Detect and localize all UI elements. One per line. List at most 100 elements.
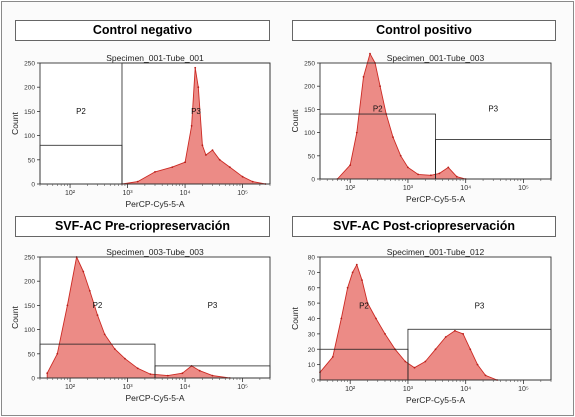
histogram-point bbox=[198, 369, 201, 372]
histogram-control-negativo: Specimen_001-Tube_001 P2 P3 0 50 100 150 200 250… bbox=[10, 53, 271, 209]
y-tick-label: 50 bbox=[28, 351, 36, 358]
histogram-point bbox=[149, 373, 152, 375]
histogram-point bbox=[124, 357, 126, 360]
histogram-point bbox=[228, 166, 231, 168]
y-tick-label: 250 bbox=[24, 255, 35, 262]
x-tick-label: 10³ bbox=[403, 386, 414, 393]
y-tick-label: 40 bbox=[308, 316, 316, 323]
histogram-area bbox=[336, 53, 467, 180]
histogram-point bbox=[351, 271, 354, 274]
histogram-area bbox=[319, 264, 498, 381]
y-axis-label: Count bbox=[10, 112, 20, 135]
x-tick-label: 10² bbox=[345, 386, 356, 393]
x-tick-label: 10³ bbox=[403, 185, 414, 192]
histogram-point bbox=[211, 149, 214, 151]
gate-label: P2 bbox=[359, 302, 369, 311]
histogram-point bbox=[241, 175, 244, 178]
gate-label: P2 bbox=[76, 107, 86, 116]
histogram-point bbox=[96, 314, 99, 316]
histogram-point bbox=[462, 333, 464, 335]
y-tick-label: 0 bbox=[31, 376, 35, 383]
y-tick-label: 100 bbox=[24, 327, 35, 334]
histogram-point bbox=[194, 66, 197, 69]
histogram-point bbox=[184, 161, 187, 164]
y-tick-label: 80 bbox=[308, 255, 316, 262]
histogram-point bbox=[218, 158, 221, 161]
histogram-svf-pre: Specimen_003-Tube_003 P2 P3 0 50 100 150 200 250… bbox=[10, 247, 271, 403]
y-tick-label: 50 bbox=[308, 153, 316, 160]
x-tick-label: 10⁴ bbox=[180, 190, 191, 197]
histogram-point bbox=[361, 279, 363, 281]
histogram-svf-post: Specimen_001-Tube_012 P2 P3 0 10 20 30 40 50 60 70… bbox=[290, 247, 552, 405]
gate-label: P3 bbox=[191, 107, 201, 116]
y-axis-label: Count bbox=[290, 307, 300, 330]
histogram-point bbox=[201, 144, 204, 147]
y-tick-label: 50 bbox=[28, 157, 36, 164]
histogram-point bbox=[384, 333, 386, 335]
histogram-point bbox=[113, 348, 116, 350]
histogram-point bbox=[424, 360, 427, 363]
histogram-point bbox=[455, 175, 458, 178]
histogram-point bbox=[362, 76, 365, 78]
histogram-point bbox=[379, 85, 381, 88]
y-tick-label: 150 bbox=[304, 107, 315, 114]
x-tick-label: 10³ bbox=[123, 190, 134, 197]
histogram-point bbox=[355, 263, 358, 266]
histogram-point bbox=[484, 374, 487, 377]
y-tick-label: 250 bbox=[304, 61, 315, 68]
histogram-point bbox=[375, 317, 377, 320]
specimen-label: Specimen_003-Tube_003 bbox=[106, 247, 204, 257]
x-tick-label: 10⁵ bbox=[237, 190, 248, 197]
y-tick-label: 0 bbox=[31, 182, 35, 189]
histogram-point bbox=[166, 374, 169, 377]
panel-title-svf-pre: SVF-AC Pre-criopreservación bbox=[15, 216, 270, 237]
x-axis-label: PerCP-Cy5-5-A bbox=[125, 199, 184, 209]
histogram-point bbox=[136, 367, 139, 370]
y-tick-label: 100 bbox=[304, 130, 315, 137]
plot-area bbox=[40, 63, 270, 184]
histogram-point bbox=[46, 372, 49, 375]
histogram-point bbox=[154, 171, 156, 173]
histogram-point bbox=[103, 333, 106, 336]
y-tick-label: 30 bbox=[308, 331, 316, 338]
x-axis-label: PerCP-Cy5-5-A bbox=[406, 194, 465, 204]
histogram-point bbox=[181, 372, 184, 375]
x-axis-label: PerCP-Cy5-5-A bbox=[125, 393, 184, 403]
y-tick-label: 0 bbox=[311, 177, 315, 184]
gate-label: P3 bbox=[475, 302, 485, 311]
histogram-point bbox=[399, 154, 402, 157]
histogram-point bbox=[438, 172, 441, 175]
y-tick-label: 200 bbox=[24, 85, 35, 92]
histogram-point bbox=[407, 166, 409, 169]
histogram-point bbox=[251, 180, 254, 183]
y-tick-label: 10 bbox=[308, 362, 316, 369]
histogram-point bbox=[346, 286, 349, 289]
y-tick-label: 200 bbox=[24, 279, 35, 286]
histogram-point bbox=[66, 304, 69, 307]
histogram-point bbox=[136, 180, 139, 183]
histogram-point bbox=[454, 329, 456, 332]
y-tick-label: 0 bbox=[311, 378, 315, 385]
histogram-point bbox=[476, 363, 479, 366]
histogram-point bbox=[366, 302, 369, 304]
histogram-point bbox=[197, 86, 200, 89]
x-tick-label: 10² bbox=[65, 190, 76, 197]
y-tick-label: 150 bbox=[24, 109, 35, 116]
gate-label: P2 bbox=[93, 301, 103, 310]
y-tick-label: 200 bbox=[304, 84, 315, 91]
gate-label: P2 bbox=[373, 105, 383, 114]
panel-title-svf-post: SVF-AC Post-criopreservación bbox=[292, 216, 556, 237]
histogram-point bbox=[190, 125, 193, 127]
histogram-point bbox=[331, 356, 334, 358]
histogram-point bbox=[447, 166, 450, 169]
y-axis-label: Count bbox=[290, 109, 300, 132]
histogram-point bbox=[205, 154, 207, 156]
x-tick-label: 10⁵ bbox=[518, 386, 529, 393]
histogram-point bbox=[355, 131, 358, 134]
histogram-point bbox=[211, 374, 214, 377]
y-tick-label: 70 bbox=[308, 270, 316, 277]
histogram-point bbox=[469, 348, 472, 351]
histogram-point bbox=[88, 290, 91, 292]
specimen-label: Specimen_001-Tube_012 bbox=[387, 247, 485, 257]
x-tick-label: 10² bbox=[65, 384, 76, 391]
